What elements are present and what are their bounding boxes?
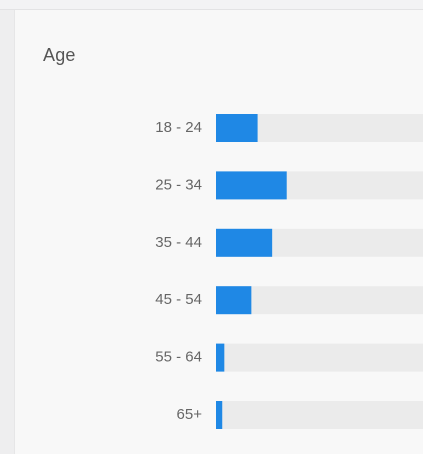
category-label-18-24: 18 - 24 bbox=[155, 119, 202, 136]
category-label-65: 65+ bbox=[177, 406, 203, 423]
bar-35-44[interactable] bbox=[216, 228, 273, 257]
bar-track-65 bbox=[216, 401, 423, 429]
age-chart-card: 18 - 24 25 - 34 35 - 44 45 - 54 55 - 64 65+ A… bbox=[14, 10, 423, 454]
bar-25-34[interactable] bbox=[216, 171, 287, 200]
bar-track-55-64 bbox=[216, 343, 423, 372]
left-gutter-strip bbox=[0, 10, 14, 454]
top-divider-strip bbox=[0, 0, 423, 10]
bar-45-54[interactable] bbox=[216, 286, 252, 315]
age-bar-chart: 18 - 24 25 - 34 35 - 44 45 - 54 55 - 64 65+ bbox=[155, 114, 423, 429]
chart-title: Age bbox=[43, 45, 76, 65]
bar-18-24[interactable] bbox=[216, 114, 258, 142]
category-label-45-54: 45 - 54 bbox=[155, 291, 202, 308]
bar-55-64[interactable] bbox=[216, 343, 225, 372]
category-label-35-44: 35 - 44 bbox=[155, 234, 202, 251]
bar-65[interactable] bbox=[216, 401, 223, 429]
category-label-25-34: 25 - 34 bbox=[155, 176, 202, 193]
category-label-55-64: 55 - 64 bbox=[155, 349, 202, 366]
